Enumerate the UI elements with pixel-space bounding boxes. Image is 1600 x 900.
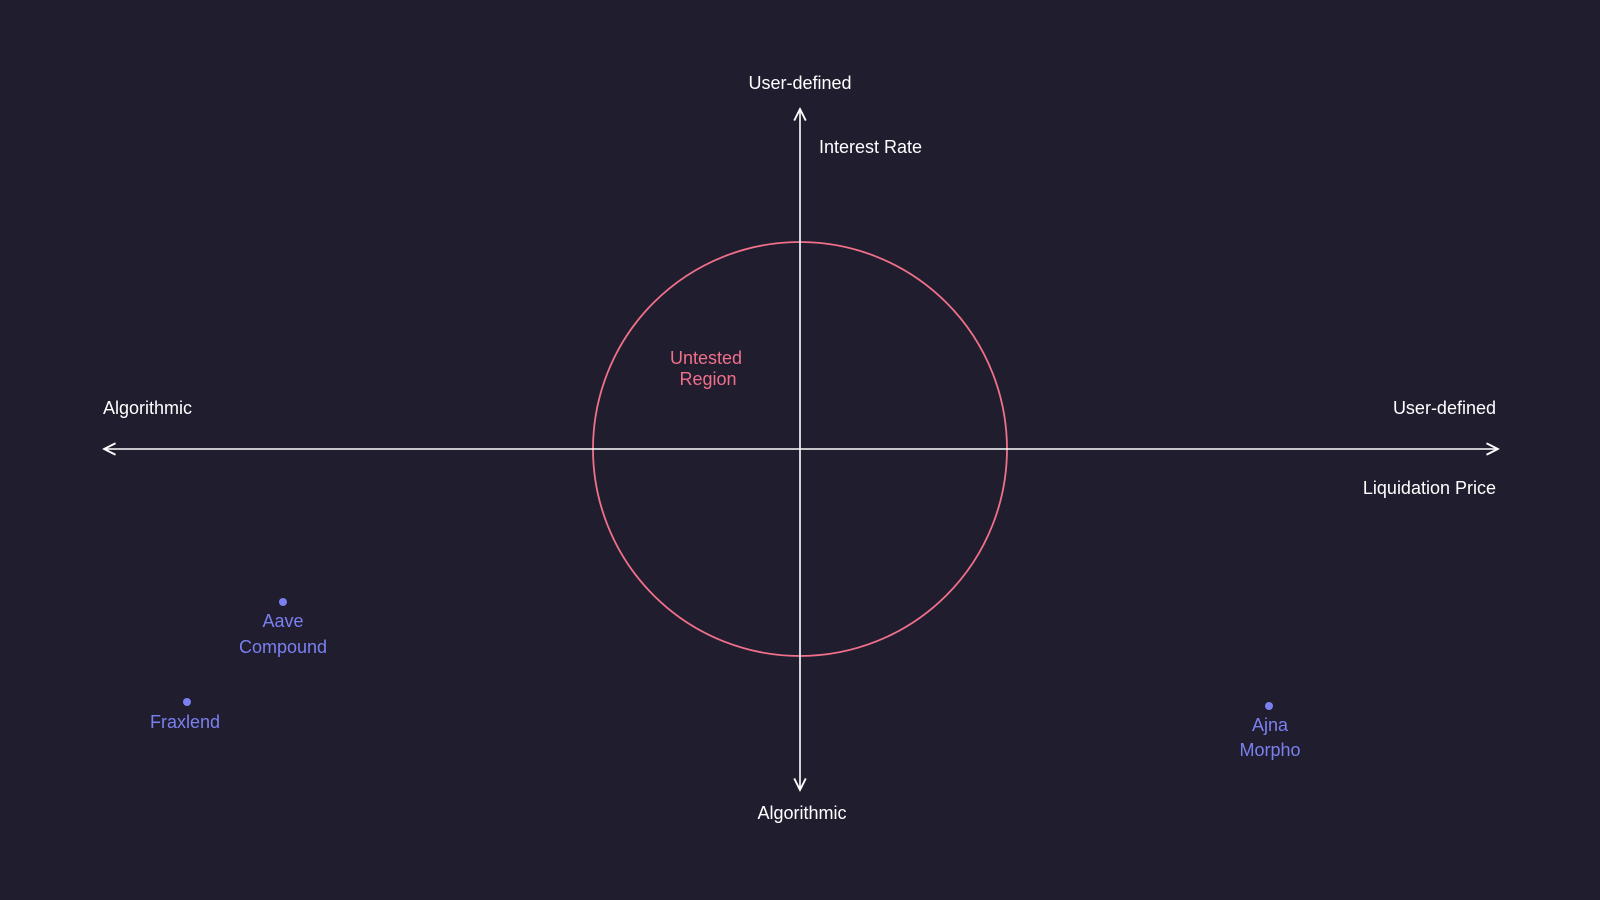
horizontal-axis-left-label: Algorithmic (103, 398, 193, 418)
point-label-compound: Compound (238, 637, 328, 657)
vertical-axis-top-label: User-defined (748, 73, 852, 93)
point-dot-ajna-morpho (1265, 702, 1273, 710)
point-label-aave: Aave (262, 611, 304, 631)
region-label-line1: Untested (669, 348, 743, 368)
region-label-line2: Region (679, 369, 737, 389)
point-dot-fraxlend (183, 698, 191, 706)
point-label-ajna: Ajna (1251, 715, 1289, 735)
vertical-axis-name: Interest Rate (819, 137, 923, 157)
point-label-morpho: Morpho (1239, 740, 1301, 760)
vertical-axis-bottom-label: Algorithmic (757, 803, 847, 823)
horizontal-axis-name: Liquidation Price (1362, 478, 1496, 498)
horizontal-axis-right-label: User-defined (1392, 398, 1496, 418)
point-label-fraxlend: Fraxlend (149, 712, 221, 732)
point-dot-aave-compound (279, 598, 287, 606)
